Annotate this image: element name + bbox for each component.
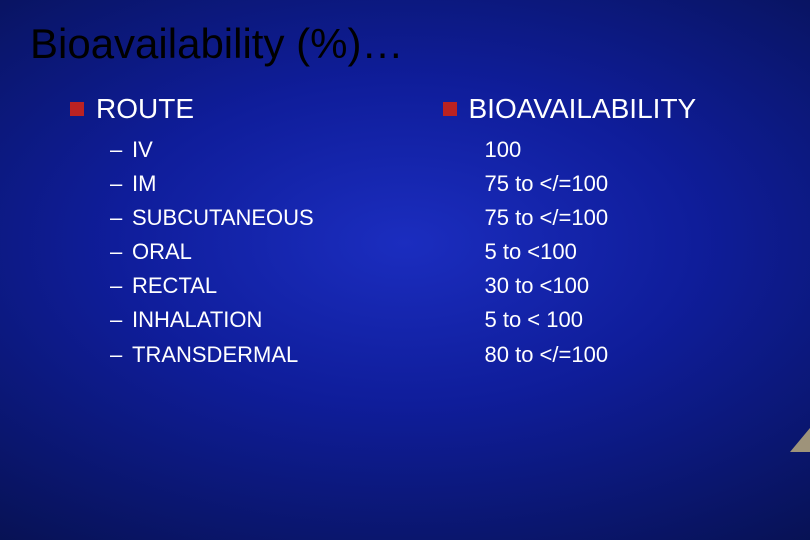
list-item: –IM: [110, 167, 443, 201]
bioavailability-value: 30 to <100: [485, 269, 781, 303]
bioavailability-value: 75 to </=100: [485, 167, 781, 201]
bioavailability-value: 80 to </=100: [485, 338, 781, 372]
route-item-label: TRANSDERMAL: [132, 338, 298, 372]
list-item: –INHALATION: [110, 303, 443, 337]
dash-icon: –: [110, 269, 132, 303]
route-list: –IV –IM –SUBCUTANEOUS –ORAL –RECTAL –INH…: [110, 133, 443, 372]
slide-container: Bioavailability (%)… ROUTE –IV –IM –SUBC…: [0, 0, 810, 540]
route-item-label: ORAL: [132, 235, 192, 269]
bioavailability-heading: BIOAVAILABILITY: [469, 93, 697, 125]
dash-icon: –: [110, 133, 132, 167]
list-item: –IV: [110, 133, 443, 167]
list-item: –ORAL: [110, 235, 443, 269]
route-heading: ROUTE: [96, 93, 194, 125]
dash-icon: –: [110, 338, 132, 372]
route-heading-row: ROUTE: [70, 93, 443, 125]
route-item-label: INHALATION: [132, 303, 262, 337]
bioavailability-heading-row: BIOAVAILABILITY: [443, 93, 781, 125]
bioavailability-value: 75 to </=100: [485, 201, 781, 235]
square-bullet-icon: [443, 102, 457, 116]
route-item-label: IM: [132, 167, 156, 201]
list-item: –RECTAL: [110, 269, 443, 303]
bioavailability-value: 5 to <100: [485, 235, 781, 269]
dash-icon: –: [110, 167, 132, 201]
dash-icon: –: [110, 235, 132, 269]
list-item: –SUBCUTANEOUS: [110, 201, 443, 235]
page-fold-icon: [790, 428, 810, 452]
bioavailability-list: 100 75 to </=100 75 to </=100 5 to <100 …: [485, 133, 781, 372]
column-bioavailability: BIOAVAILABILITY 100 75 to </=100 75 to <…: [443, 93, 781, 372]
bioavailability-value: 100: [485, 133, 781, 167]
content-columns: ROUTE –IV –IM –SUBCUTANEOUS –ORAL –RECTA…: [30, 93, 780, 372]
route-item-label: IV: [132, 133, 153, 167]
slide-title: Bioavailability (%)…: [30, 20, 780, 68]
dash-icon: –: [110, 303, 132, 337]
list-item: –TRANSDERMAL: [110, 338, 443, 372]
dash-icon: –: [110, 201, 132, 235]
column-route: ROUTE –IV –IM –SUBCUTANEOUS –ORAL –RECTA…: [30, 93, 443, 372]
route-item-label: SUBCUTANEOUS: [132, 201, 314, 235]
route-item-label: RECTAL: [132, 269, 217, 303]
square-bullet-icon: [70, 102, 84, 116]
bioavailability-value: 5 to < 100: [485, 303, 781, 337]
